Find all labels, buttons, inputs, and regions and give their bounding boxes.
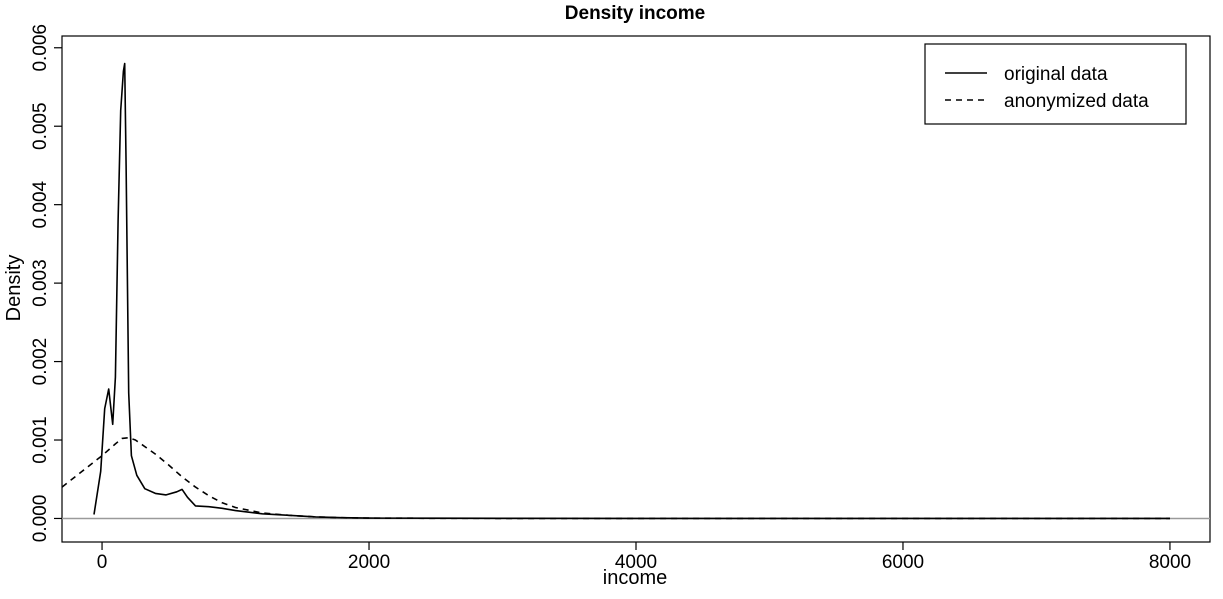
y-tick-label: 0.004 (30, 180, 51, 228)
y-tick-label: 0.002 (30, 338, 51, 386)
legend: original data anonymized data (924, 43, 1187, 125)
y-axis-label: Density (3, 255, 25, 322)
legend-box (924, 43, 1187, 125)
series-anonymized-data-line (61, 436, 1170, 520)
legend-label-anonymized: anonymized data (1004, 91, 1149, 112)
legend-label-original: original data (1004, 64, 1108, 85)
x-axis: 0 2000 4000 6000 8000 (97, 542, 1191, 573)
x-tick-label: 2000 (348, 552, 390, 573)
chart-title: Density income (565, 3, 705, 24)
x-tick-label: 0 (97, 552, 108, 573)
y-tick-label: 0.000 (30, 495, 51, 543)
x-tick-label: 6000 (882, 552, 924, 573)
series-layer (61, 62, 1170, 520)
y-tick-label: 0.006 (30, 24, 51, 72)
y-tick-label: 0.005 (30, 102, 51, 150)
x-axis-label: income (603, 567, 667, 589)
x-tick-label: 4000 (615, 552, 657, 573)
y-tick-label: 0.001 (30, 416, 51, 464)
series-original-data-line (93, 62, 1170, 520)
y-axis: 0.000 0.001 0.002 0.003 0.004 0.005 0.006 (30, 24, 62, 542)
y-tick-label: 0.003 (30, 259, 51, 307)
x-tick-label: 8000 (1149, 552, 1191, 573)
